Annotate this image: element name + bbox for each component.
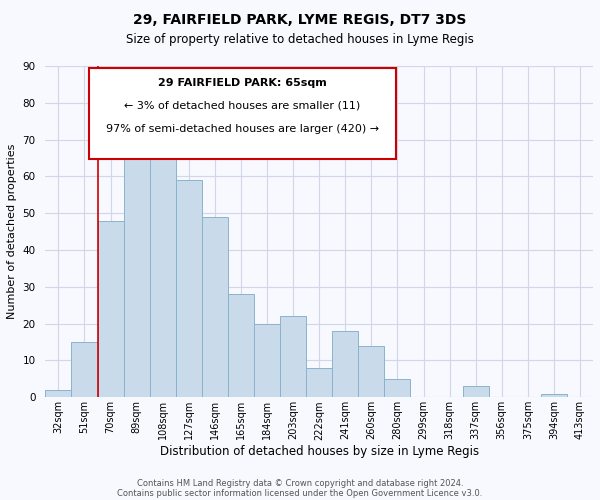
Y-axis label: Number of detached properties: Number of detached properties xyxy=(7,144,17,320)
Text: Contains HM Land Registry data © Crown copyright and database right 2024.: Contains HM Land Registry data © Crown c… xyxy=(137,478,463,488)
Bar xyxy=(306,368,332,397)
Bar xyxy=(385,379,410,397)
Bar xyxy=(541,394,567,397)
Bar xyxy=(202,217,228,397)
Bar xyxy=(280,316,306,397)
Bar xyxy=(228,294,254,397)
Text: 29, FAIRFIELD PARK, LYME REGIS, DT7 3DS: 29, FAIRFIELD PARK, LYME REGIS, DT7 3DS xyxy=(133,12,467,26)
Bar xyxy=(149,128,176,397)
Bar xyxy=(254,324,280,397)
Bar xyxy=(46,390,71,397)
Bar xyxy=(98,220,124,397)
Bar xyxy=(358,346,385,397)
Text: Size of property relative to detached houses in Lyme Regis: Size of property relative to detached ho… xyxy=(126,32,474,46)
Bar xyxy=(463,386,489,397)
Text: 29 FAIRFIELD PARK: 65sqm: 29 FAIRFIELD PARK: 65sqm xyxy=(158,78,327,88)
Text: Contains public sector information licensed under the Open Government Licence v3: Contains public sector information licen… xyxy=(118,488,482,498)
Text: ← 3% of detached houses are smaller (11): ← 3% of detached houses are smaller (11) xyxy=(124,101,361,111)
Bar xyxy=(124,154,149,397)
Text: 97% of semi-detached houses are larger (420) →: 97% of semi-detached houses are larger (… xyxy=(106,124,379,134)
Bar xyxy=(176,180,202,397)
FancyBboxPatch shape xyxy=(89,68,396,158)
X-axis label: Distribution of detached houses by size in Lyme Regis: Distribution of detached houses by size … xyxy=(160,445,479,458)
Bar xyxy=(71,342,98,397)
Bar xyxy=(332,331,358,397)
